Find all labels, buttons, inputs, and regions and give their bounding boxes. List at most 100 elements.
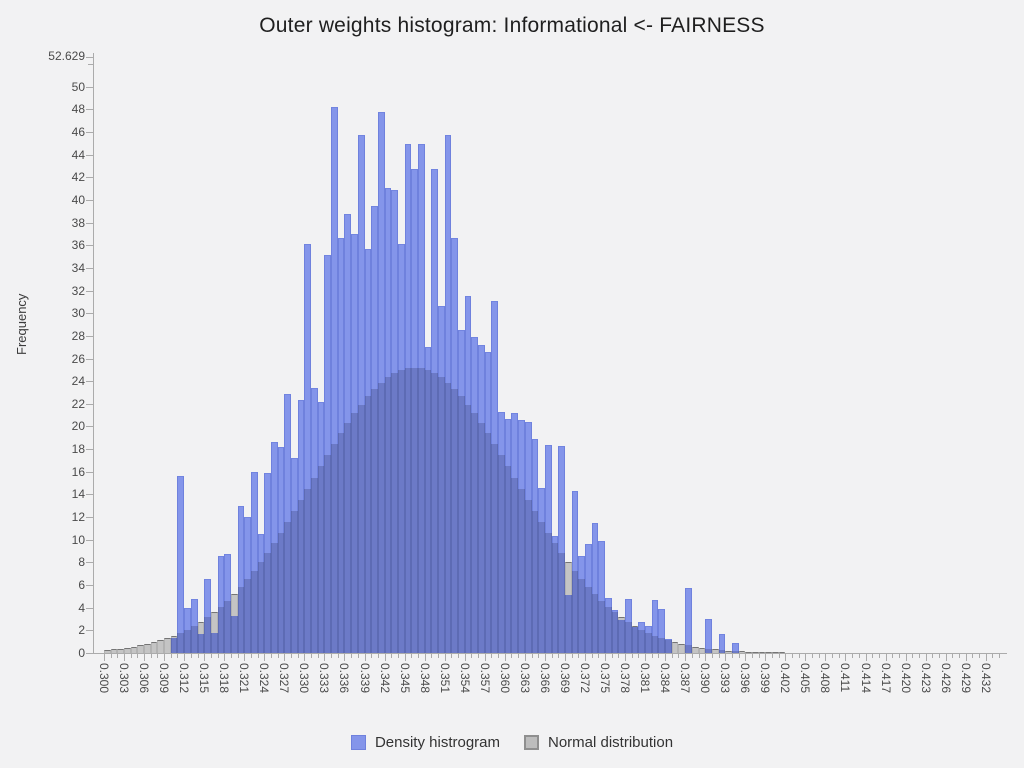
legend: Density histrogram Normal distribution [0, 728, 1024, 756]
histogram-bar [592, 523, 598, 594]
histogram-bar-overlap [298, 500, 304, 653]
x-tick [825, 654, 826, 661]
x-tick [732, 654, 733, 658]
x-tick-label: 0.357 [478, 663, 492, 694]
x-tick [318, 654, 319, 658]
x-tick [605, 654, 606, 661]
x-tick [632, 654, 633, 658]
x-tick [926, 654, 927, 661]
x-tick [518, 654, 519, 658]
histogram-bar-overlap [271, 543, 278, 653]
x-tick-label: 0.330 [297, 663, 311, 694]
histogram-bar-overlap [291, 511, 298, 653]
x-tick [465, 654, 466, 661]
y-tick [86, 359, 93, 360]
x-tick [906, 654, 907, 661]
x-tick-label: 0.393 [718, 663, 732, 694]
y-tick [86, 291, 93, 292]
histogram-bar [491, 301, 498, 444]
histogram-bar-overlap [351, 413, 358, 653]
legend-label: Normal distribution [548, 733, 674, 751]
x-tick [665, 654, 666, 661]
x-tick [819, 654, 820, 658]
histogram-bar-overlap [438, 377, 445, 653]
histogram-bar [218, 556, 224, 607]
x-tick-label: 0.342 [378, 663, 392, 694]
histogram-bar [518, 420, 525, 489]
histogram-bar [451, 238, 458, 389]
histogram-bar [525, 422, 532, 500]
normal-distribution-swatch-icon [524, 734, 539, 750]
x-tick [124, 654, 125, 661]
normal-curve-step [104, 650, 111, 653]
x-tick [572, 654, 573, 658]
y-tick [86, 630, 93, 631]
histogram-bar-overlap [405, 368, 411, 653]
histogram-bar-overlap [458, 396, 465, 653]
y-tick [86, 268, 93, 269]
x-tick-label: 0.321 [237, 663, 251, 694]
x-tick [652, 654, 653, 658]
histogram-bar-overlap [251, 571, 258, 653]
x-tick-label: 0.384 [658, 663, 672, 694]
histogram-bar [505, 419, 511, 466]
histogram-bar [251, 472, 258, 571]
x-tick [324, 654, 325, 661]
x-tick [772, 654, 773, 658]
x-tick-label: 0.399 [758, 663, 772, 694]
histogram-bar [431, 169, 438, 373]
histogram-bar [585, 544, 592, 587]
x-tick [592, 654, 593, 658]
normal-curve-step [124, 648, 131, 653]
x-tick [184, 654, 185, 661]
y-tick [86, 404, 93, 405]
histogram-bar-overlap [191, 626, 198, 653]
x-tick [338, 654, 339, 658]
histogram-bar [278, 447, 284, 533]
histogram-bar-overlap [411, 368, 418, 653]
x-tick [919, 654, 920, 658]
x-tick [398, 654, 399, 658]
histogram-bar [598, 541, 605, 601]
x-tick [438, 654, 439, 658]
x-tick-label: 0.414 [859, 663, 873, 694]
y-tick [86, 155, 93, 156]
histogram-bar [304, 244, 311, 489]
x-tick [371, 654, 372, 658]
histogram-bar [284, 394, 291, 522]
x-tick [558, 654, 559, 658]
histogram-bar [344, 214, 351, 423]
x-tick [131, 654, 132, 658]
y-tick-label: 46 [71, 125, 85, 139]
histogram-bar-overlap [371, 389, 378, 653]
x-tick-label: 0.429 [959, 663, 973, 694]
histogram-bar [552, 536, 558, 543]
histogram-bar-overlap [211, 633, 218, 653]
histogram-bar-overlap [358, 405, 365, 653]
normal-curve-step [144, 644, 151, 653]
x-tick-label: 0.324 [257, 663, 271, 694]
x-tick-label: 0.426 [939, 663, 953, 694]
x-tick [839, 654, 840, 658]
x-tick [886, 654, 887, 661]
histogram-bar [511, 413, 518, 478]
y-tick-label: 16 [71, 465, 85, 479]
legend-label: Density histrogram [374, 733, 500, 751]
histogram-bar-overlap [511, 478, 518, 653]
x-tick [258, 654, 259, 658]
y-tick [86, 177, 93, 178]
histogram-bar [605, 598, 612, 607]
normal-curve-step [699, 648, 705, 653]
normal-curve-step [772, 652, 779, 653]
x-tick-label: 0.345 [398, 663, 412, 694]
x-tick [939, 654, 940, 658]
x-tick [391, 654, 392, 658]
x-tick [645, 654, 646, 661]
histogram-bar-overlap [324, 455, 331, 653]
histogram-bar-overlap [338, 433, 344, 653]
histogram-bar-overlap [618, 620, 625, 653]
histogram-bar-overlap [485, 433, 491, 653]
y-tick [86, 87, 93, 88]
x-tick [344, 654, 345, 661]
